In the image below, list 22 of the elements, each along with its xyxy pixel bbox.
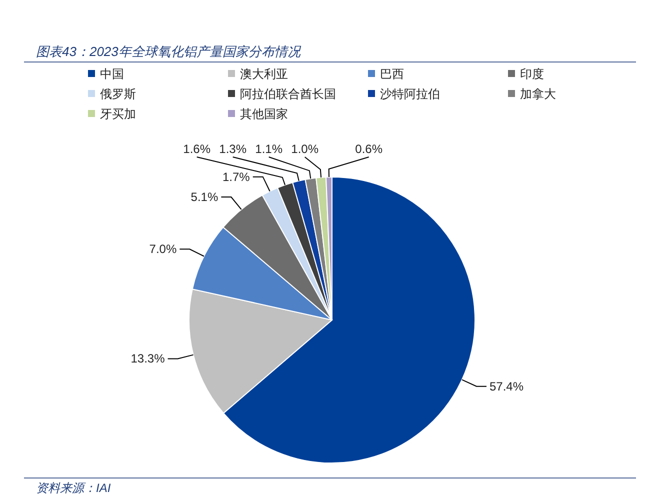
data-label: 7.0% <box>149 242 177 256</box>
text: 资料来源：IAI <box>36 481 112 495</box>
legend-label: 澳大利亚 <box>240 67 288 81</box>
data-label: 1.7% <box>222 170 250 184</box>
data-label: 1.3% <box>219 142 247 156</box>
legend-label: 牙买加 <box>100 107 136 121</box>
data-label: 0.6% <box>355 142 383 156</box>
chart-title: 图表43：2023年全球氧化铝产量国家分布情况 <box>36 44 302 59</box>
legend-label: 印度 <box>520 67 544 81</box>
legend-label: 沙特阿拉伯 <box>380 87 440 101</box>
legend-label: 巴西 <box>380 67 404 81</box>
data-label: 1.6% <box>183 142 211 156</box>
legend-label: 其他国家 <box>240 107 288 121</box>
data-label: 1.0% <box>291 142 319 156</box>
data-label: 13.3% <box>130 352 166 366</box>
legend-label: 加拿大 <box>520 87 556 101</box>
data-label: 5.1% <box>190 190 218 204</box>
legend-label: 阿拉伯联合酋长国 <box>240 87 336 101</box>
legend-label: 俄罗斯 <box>100 87 136 101</box>
data-label: 1.1% <box>255 142 283 156</box>
legend-label: 中国 <box>100 67 124 81</box>
data-label: 57.4% <box>489 379 524 394</box>
